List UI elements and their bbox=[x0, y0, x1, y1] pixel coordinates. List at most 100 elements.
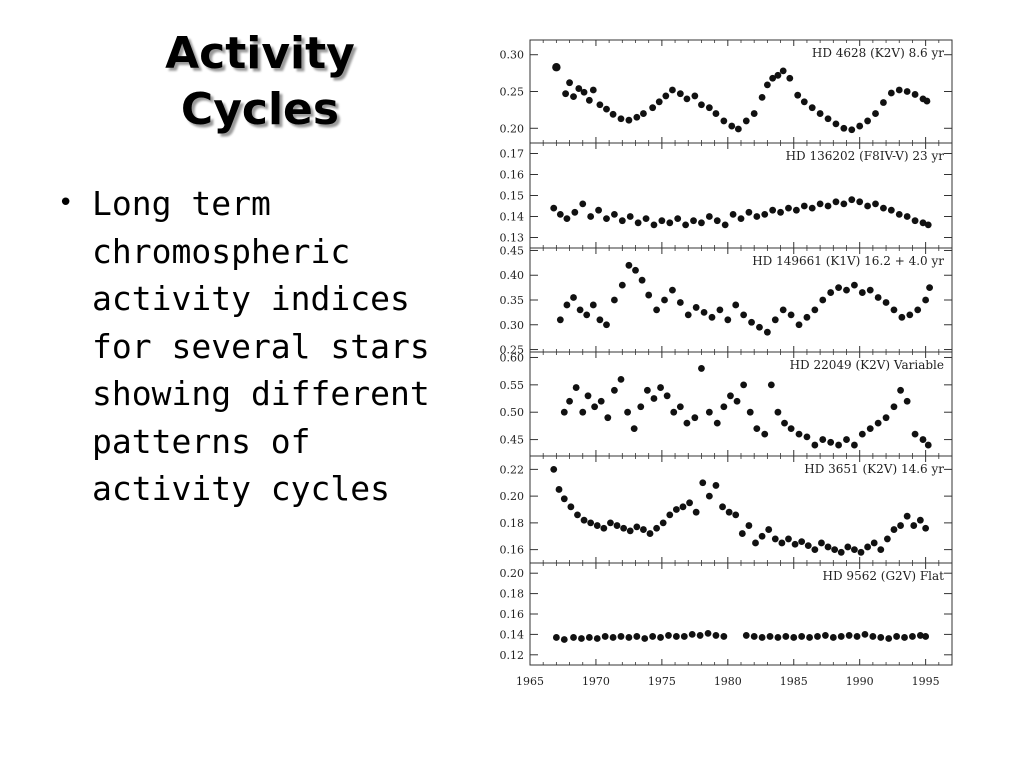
data-point bbox=[579, 408, 587, 416]
data-point bbox=[864, 543, 871, 551]
data-point bbox=[750, 633, 758, 640]
y-tick-label: 0.35 bbox=[500, 294, 525, 307]
data-point bbox=[620, 524, 628, 532]
y-tick-label: 0.22 bbox=[500, 463, 525, 476]
data-point bbox=[633, 523, 641, 531]
data-point bbox=[719, 503, 726, 511]
y-tick-label: 0.13 bbox=[500, 232, 525, 245]
data-point bbox=[580, 516, 588, 524]
data-point bbox=[555, 486, 563, 493]
panel-label: HD 3651 (K2V) 14.6 yr bbox=[804, 462, 944, 476]
data-point bbox=[550, 465, 558, 473]
data-point bbox=[712, 110, 720, 117]
data-point bbox=[798, 538, 806, 545]
y-tick-label: 0.15 bbox=[500, 190, 525, 203]
data-point bbox=[641, 635, 649, 642]
data-point bbox=[923, 97, 931, 105]
panel-2: 0.13 0.14 0.15 0.16 0.17 HD 136202 (F8IV-V) 2… bbox=[500, 142, 953, 249]
data-point bbox=[653, 306, 660, 314]
data-point bbox=[887, 89, 895, 97]
bullet-text: Long term chromospheric activity indices… bbox=[92, 184, 430, 508]
panel-label: HD 9562 (G2V) Flat bbox=[823, 569, 945, 583]
data-point bbox=[563, 215, 571, 223]
data-point bbox=[800, 202, 808, 210]
data-point bbox=[748, 318, 755, 326]
data-point bbox=[794, 91, 802, 99]
data-point bbox=[617, 375, 625, 383]
data-point bbox=[712, 482, 720, 489]
data-point bbox=[727, 392, 734, 400]
data-point bbox=[732, 511, 740, 519]
data-point bbox=[816, 200, 824, 208]
data-point bbox=[659, 519, 667, 527]
data-point bbox=[880, 204, 887, 212]
data-point bbox=[795, 430, 803, 438]
data-point bbox=[699, 479, 707, 487]
data-point bbox=[740, 311, 748, 319]
y-tick-label: 0.18 bbox=[500, 588, 525, 601]
data-point bbox=[597, 397, 605, 405]
data-point bbox=[906, 311, 914, 319]
data-point bbox=[688, 631, 696, 638]
data-point bbox=[874, 419, 882, 427]
data-point bbox=[911, 430, 919, 438]
data-point bbox=[778, 539, 786, 547]
x-tick-label: 1980 bbox=[714, 675, 742, 688]
data-point bbox=[848, 196, 856, 204]
data-point bbox=[774, 634, 782, 641]
data-point bbox=[692, 508, 700, 516]
data-point bbox=[712, 632, 720, 639]
data-point bbox=[720, 117, 728, 125]
data-point bbox=[611, 386, 618, 394]
data-point bbox=[591, 403, 599, 411]
data-point bbox=[729, 211, 737, 218]
data-point bbox=[566, 79, 573, 87]
data-point bbox=[583, 311, 591, 319]
data-point bbox=[705, 408, 713, 416]
data-point bbox=[763, 81, 771, 89]
data-point bbox=[617, 115, 625, 123]
y-tick-label: 0.30 bbox=[500, 49, 525, 62]
panel-label: HD 136202 (F8IV-V) 23 yr bbox=[786, 149, 945, 163]
panel-label: HD 22049 (K2V) Variable bbox=[790, 358, 944, 372]
data-point bbox=[837, 548, 845, 556]
data-point bbox=[626, 527, 634, 535]
bullet-dot-icon: • bbox=[58, 188, 74, 218]
slide-title: Activity Cycles bbox=[110, 26, 410, 138]
data-point bbox=[596, 101, 604, 109]
x-tick-label: 1975 bbox=[648, 675, 676, 688]
x-tick-label: 1965 bbox=[516, 675, 544, 688]
x-tick-label: 1990 bbox=[846, 675, 874, 688]
data-point bbox=[705, 492, 713, 500]
data-point bbox=[758, 532, 766, 540]
data-point bbox=[903, 213, 911, 220]
data-point bbox=[861, 631, 869, 638]
data-point bbox=[738, 530, 746, 537]
data-point bbox=[882, 299, 890, 306]
data-point bbox=[765, 526, 773, 533]
data-point bbox=[919, 436, 927, 443]
data-point bbox=[732, 301, 740, 309]
y-tick-label: 0.50 bbox=[500, 406, 525, 419]
data-point bbox=[914, 306, 922, 314]
data-point bbox=[570, 93, 577, 101]
data-point bbox=[611, 211, 618, 218]
data-point bbox=[713, 217, 721, 225]
data-point bbox=[922, 296, 930, 304]
data-point bbox=[578, 635, 585, 642]
data-point bbox=[705, 104, 713, 112]
data-point bbox=[613, 522, 621, 529]
data-point bbox=[858, 430, 866, 438]
data-point bbox=[576, 306, 584, 314]
data-point bbox=[848, 126, 856, 134]
data-point bbox=[880, 99, 887, 106]
data-point bbox=[556, 211, 564, 218]
data-point bbox=[763, 328, 771, 336]
data-point bbox=[771, 316, 779, 324]
y-tick-label: 0.17 bbox=[500, 148, 525, 161]
data-point bbox=[740, 381, 748, 389]
data-point bbox=[857, 548, 865, 556]
data-point bbox=[700, 308, 708, 316]
data-point bbox=[872, 110, 879, 117]
